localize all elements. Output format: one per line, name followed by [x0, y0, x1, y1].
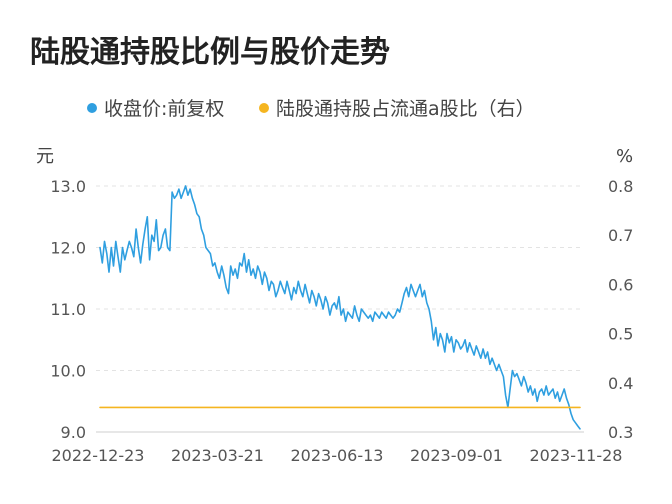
legend: 收盘价:前复权 陆股通持股占流通a股比（右） [87, 98, 535, 120]
x-tick-label: 2022-12-23 [52, 446, 145, 465]
y-left-tick-label: 13.0 [50, 177, 86, 196]
y-left-tick-label: 11.0 [50, 300, 86, 319]
chart-title: 陆股通持股比例与股价走势 [30, 35, 390, 70]
legend-label-holding: 陆股通持股占流通a股比（右） [276, 98, 535, 120]
y-right-tick-label: 0.5 [608, 325, 633, 344]
x-tick-label: 2023-06-13 [291, 446, 384, 465]
legend-label-price: 收盘价:前复权 [104, 98, 224, 120]
y-right-unit: % [616, 146, 633, 167]
y-left-tick-label: 12.0 [50, 239, 86, 258]
series-line-price [99, 185, 581, 430]
x-tick-labels: 2022-12-23 2023-03-21 2023-06-13 2023-09-01… [52, 446, 623, 465]
y-right-tick-label: 0.8 [608, 177, 633, 196]
y-left-tick-label: 9.0 [61, 423, 86, 442]
x-tick-label: 2023-09-01 [410, 446, 503, 465]
y-left-tick-label: 10.0 [50, 362, 86, 381]
y-left-tick-labels: 13.0 12.0 11.0 10.0 9.0 [50, 177, 86, 442]
y-right-tick-label: 0.3 [608, 423, 633, 442]
y-right-tick-label: 0.6 [608, 275, 633, 294]
x-tick-label: 2023-11-28 [530, 446, 623, 465]
legend-dot-holding [259, 103, 269, 113]
y-right-tick-label: 0.4 [608, 374, 633, 393]
x-tick-label: 2023-03-21 [171, 446, 264, 465]
legend-dot-price [87, 103, 97, 113]
y-left-unit: 元 [36, 146, 54, 167]
y-right-tick-labels: 0.8 0.7 0.6 0.5 0.4 0.3 [608, 177, 633, 442]
series-layer [99, 185, 581, 430]
y-right-tick-label: 0.7 [608, 226, 633, 245]
